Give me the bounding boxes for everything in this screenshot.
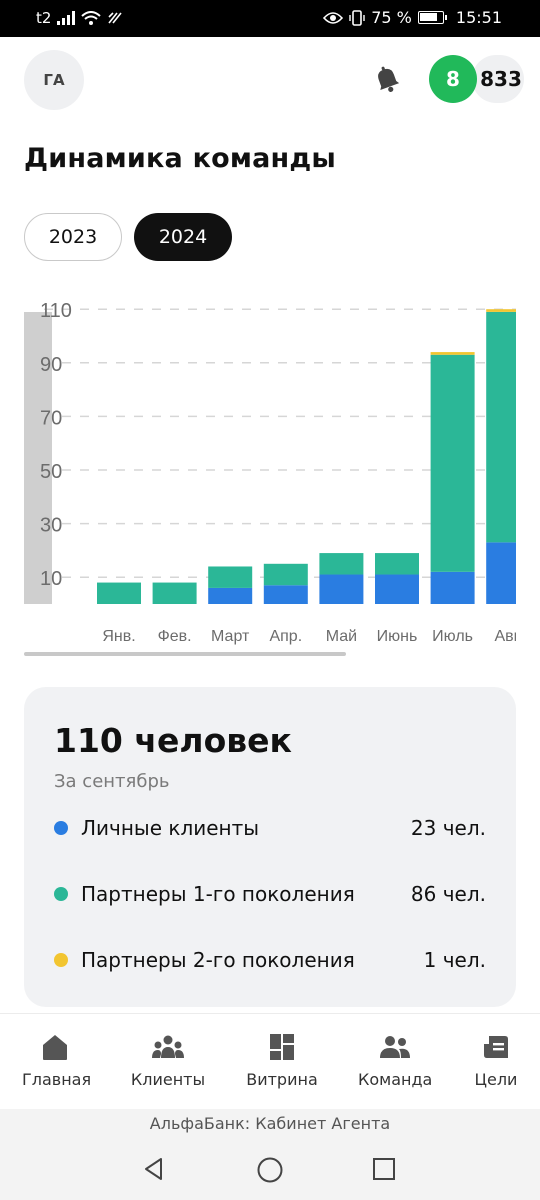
points-badge[interactable]: 833 [472,55,524,103]
x-tick-label: Май [326,628,357,645]
legend-dot [54,953,68,967]
avatar[interactable]: ГА [24,50,84,110]
showcase-icon [270,1034,294,1060]
legend-dot [54,821,68,835]
bar-segment [486,542,516,604]
home-icon [43,1035,67,1060]
legend-value: 23 чел. [410,816,486,840]
bottom-nav: Главная Клиенты Витрина Команда Цели [0,1013,540,1109]
points-value: 833 [480,67,522,91]
x-tick-label: Авг. [494,628,516,645]
nav-item-team[interactable]: Команда [358,1032,432,1089]
legend-row-partners-gen1: Партнеры 1-го поколения 86 чел. [54,879,486,909]
battery-icon [417,11,447,24]
app-caption: АльфаБанк: Кабинет Агента [0,1109,540,1139]
clock: 15:51 [455,8,502,27]
y-axis-panel [24,312,52,604]
bar-segment [263,585,308,604]
legend-value: 1 чел. [423,948,486,972]
y-tick-label: 90 [40,354,62,376]
page-title: Динамика команды [24,143,337,174]
clients-icon [152,1035,184,1058]
x-tick-label: Июнь [377,628,418,645]
green-badge[interactable]: 8 [429,55,477,103]
nav-item-showcase[interactable]: Витрина [246,1032,318,1089]
wifi-icon [81,11,102,25]
back-icon[interactable] [141,1156,167,1182]
nav-label: Команда [358,1070,433,1089]
year-tab-2023[interactable]: 2023 [24,213,122,261]
chart-svg: 110 90 70 50 30 10 Янв. Фев. Март Апр. Май Июнь Июль… [24,300,516,645]
bar-segment [319,574,364,604]
status-bar: t2 75 % 15:51 [0,0,540,37]
bar-segment [486,309,516,312]
bar-segment [486,311,516,543]
bar-segment [208,566,253,588]
legend-row-personal-clients: Личные клиенты 23 чел. [54,813,486,843]
y-tick-label: 70 [40,407,62,429]
bar-segment [375,553,419,575]
system-nav-bar [0,1139,540,1200]
eye-icon [323,11,344,24]
bar-segment [375,574,419,604]
bar-segment [430,352,475,355]
legend-value: 86 чел. [410,882,486,906]
nav-label: Витрина [246,1070,318,1089]
bar-segment [430,354,475,572]
vibrate-icon [349,9,365,26]
goals-icon [484,1036,508,1058]
nav-item-goals[interactable]: Цели [470,1032,522,1089]
x-tick-label: Апр. [269,628,302,645]
nav-item-clients[interactable]: Клиенты [130,1032,206,1089]
nav-item-home[interactable]: Главная [22,1032,92,1089]
signal-icon [57,11,76,25]
nav-label: Цели [474,1070,518,1089]
legend-dot [54,887,68,901]
x-tick-label: Март [211,628,250,645]
bar-segment [319,553,364,575]
team-dynamics-chart[interactable]: 110 90 70 50 30 10 Янв. Фев. Март Апр. Май Июнь Июль… [24,300,516,660]
y-tick-label: 30 [40,515,62,537]
battery-percent: 75 % [371,8,412,27]
year-tab-2024[interactable]: 2024 [134,213,232,261]
x-tick-label: Фев. [158,628,192,645]
bar-segment [208,587,253,604]
home-circle-icon[interactable] [256,1156,284,1184]
nav-label: Клиенты [130,1070,206,1089]
carrier-label: t2 [36,9,52,27]
status-right: 75 % 15:51 [323,8,502,27]
bar-segment [97,582,141,604]
chart-scrollbar[interactable] [24,652,346,656]
legend-row-partners-gen2: Партнеры 2-го поколения 1 чел. [54,945,486,975]
summary-period: За сентябрь [54,771,170,792]
y-tick-label: 110 [40,300,72,322]
bar-segment [152,582,197,604]
bar-segment [263,563,308,586]
nav-label: Главная [22,1070,92,1089]
x-tick-label: Янв. [102,628,135,645]
bell-icon[interactable] [370,62,404,96]
team-icon [380,1036,410,1058]
bar-segment [430,571,475,604]
y-tick-label: 50 [40,461,62,483]
legend-label: Партнеры 1-го поколения [81,882,355,906]
x-tick-label: Июль [432,628,473,645]
recents-icon[interactable] [372,1157,396,1181]
y-tick-label: 10 [40,568,62,590]
summary-card: 110 человек За сентябрь Личные клиенты 2… [24,687,516,1007]
summary-total: 110 человек [54,721,292,760]
legend-label: Партнеры 2-го поколения [81,948,355,972]
nfc-icon [108,12,123,24]
legend-label: Личные клиенты [81,816,260,840]
status-left: t2 [36,9,123,27]
